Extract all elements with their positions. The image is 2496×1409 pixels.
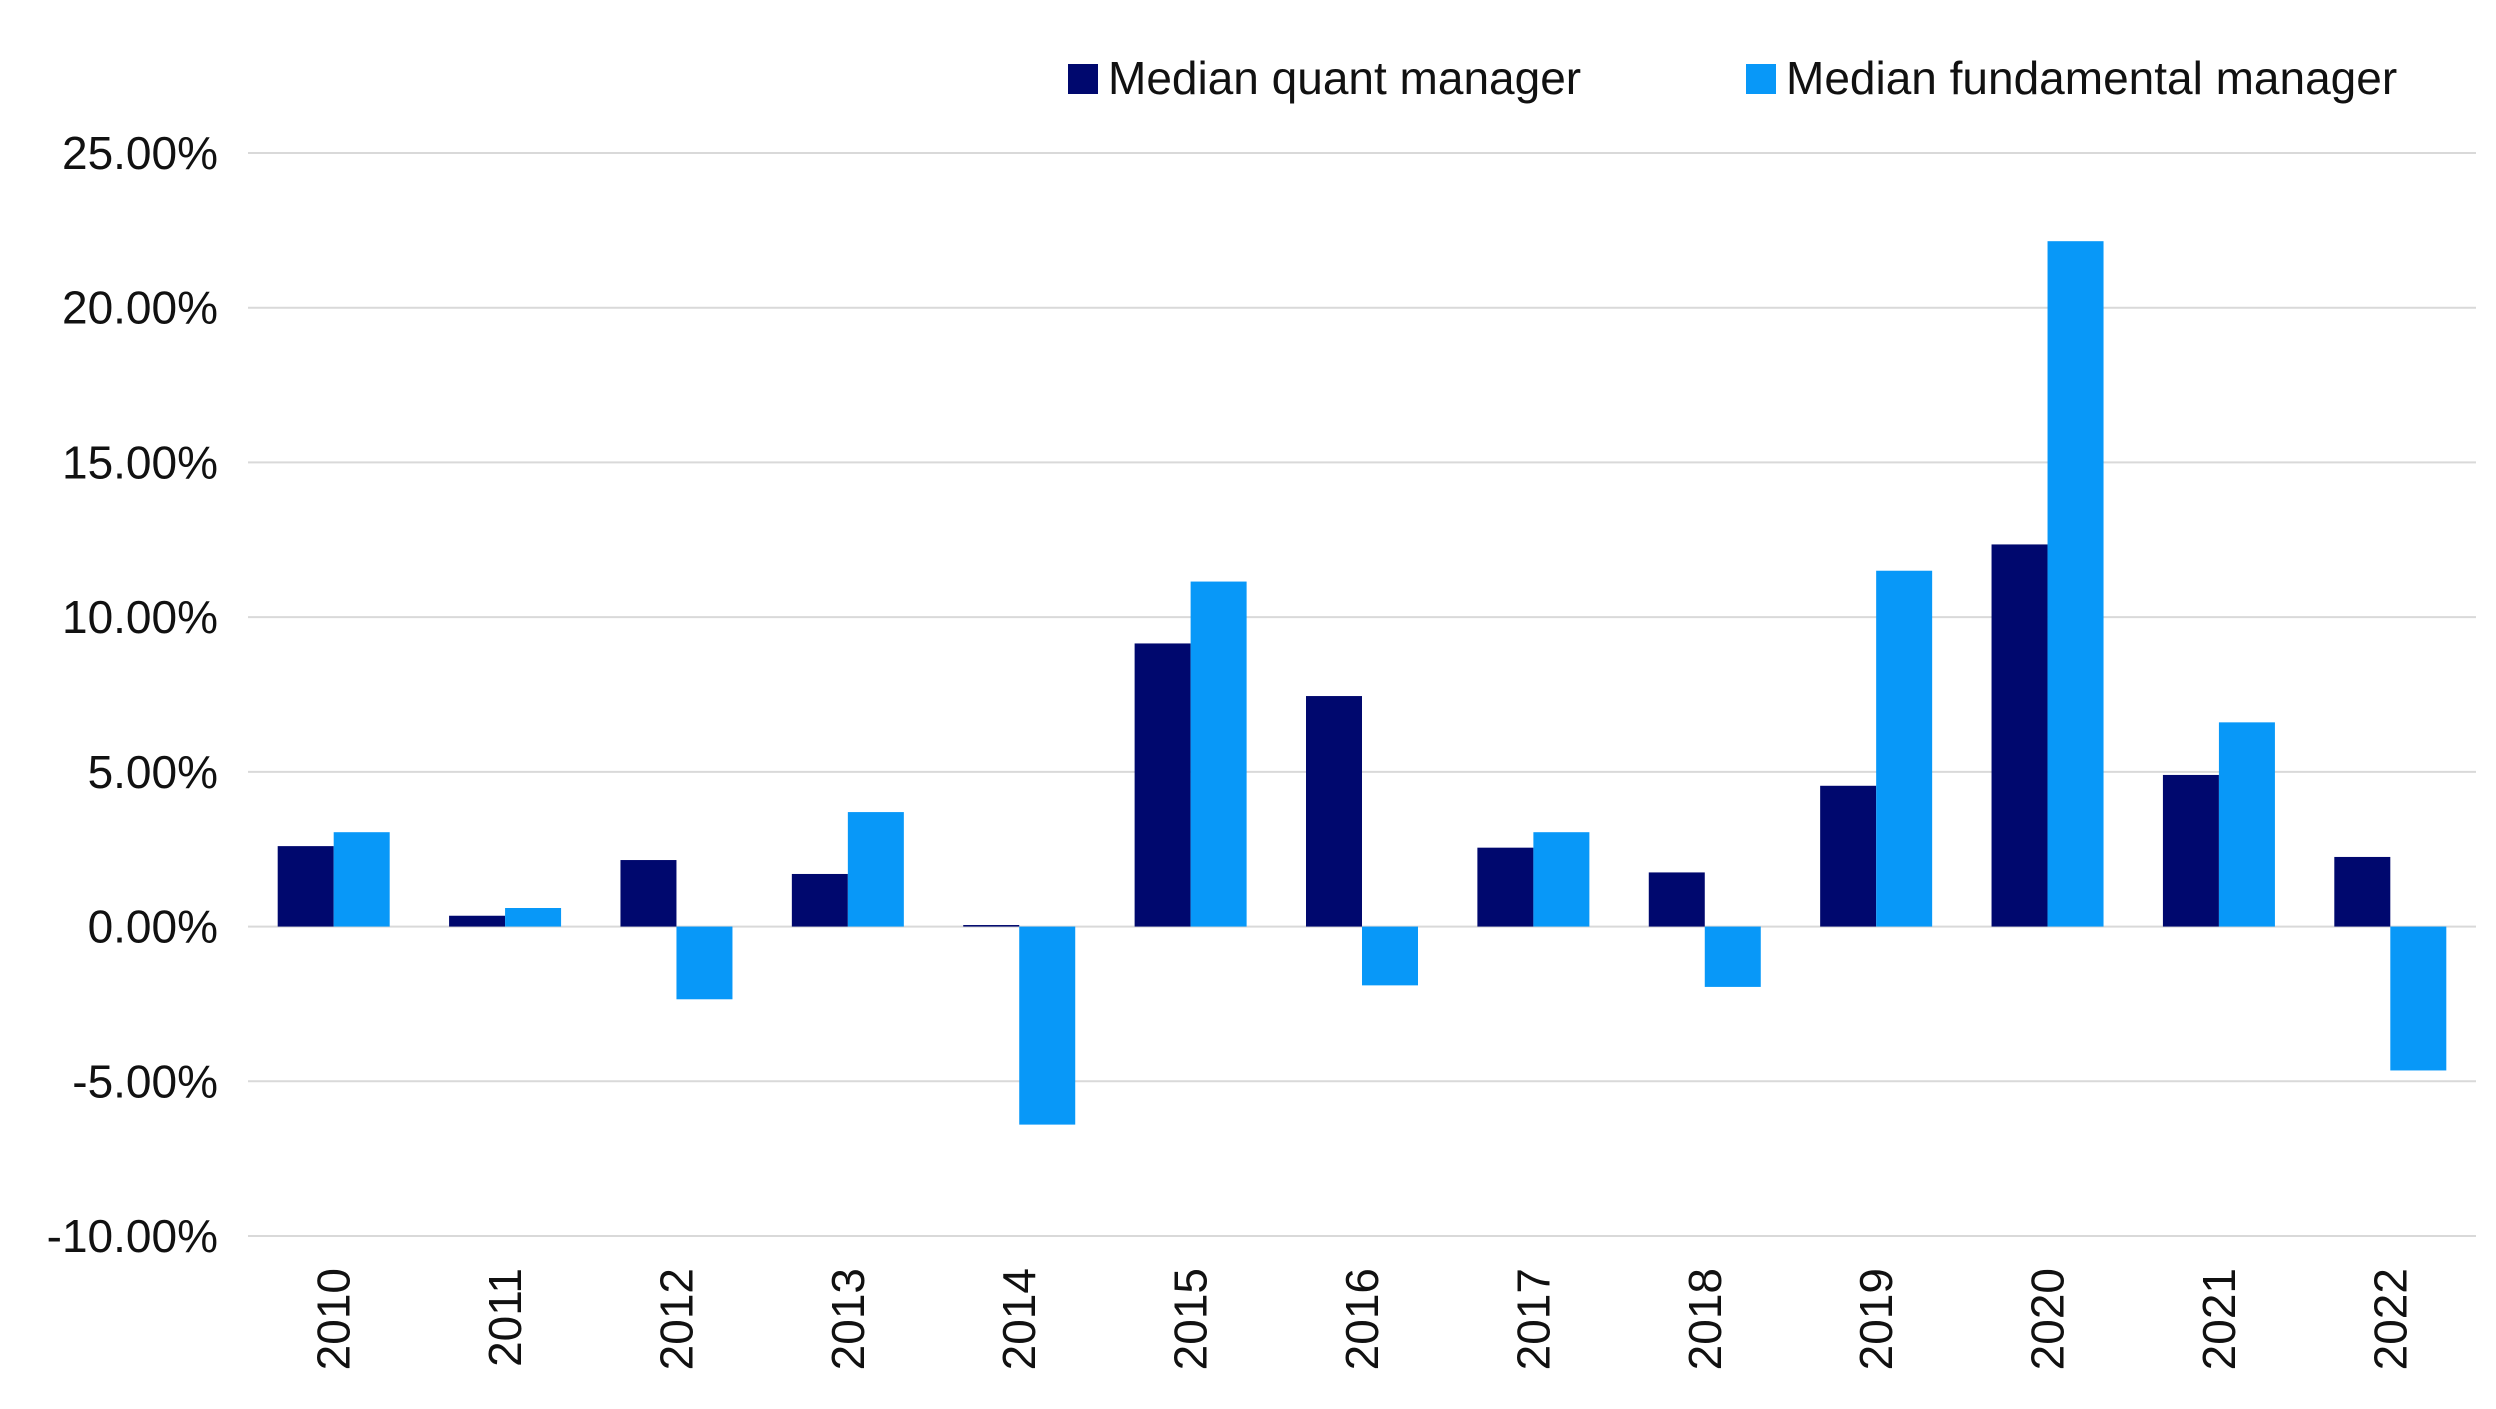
x-tick-label: 2019 (1850, 1268, 1902, 1370)
bar-quant-2012 (620, 860, 677, 927)
x-tick-label: 2021 (2193, 1268, 2245, 1370)
legend-label-fundamental: Median fundamental manager (1786, 52, 2397, 104)
y-tick-label: 10.00% (62, 591, 218, 643)
bar-quant-2016 (1306, 696, 1362, 927)
legend-swatch-quant (1068, 64, 1098, 94)
legend: Median quant manager Median fundamental m… (1068, 52, 2397, 104)
bar-quant-2010 (277, 846, 334, 927)
bar-quant-2021 (2162, 774, 2219, 927)
bar-fundamental-2014 (1019, 926, 1076, 1125)
bar-fundamental-2017 (1533, 832, 1590, 927)
legend-swatch-fundamental (1746, 64, 1776, 94)
bar-fundamental-2010 (333, 832, 390, 927)
x-tick-label: 2018 (1679, 1268, 1731, 1370)
y-tick-label: -5.00% (72, 1055, 218, 1107)
x-tick-label: 2011 (479, 1268, 531, 1367)
bar-quant-2013 (791, 873, 848, 927)
x-tick-label: 2022 (2364, 1268, 2416, 1370)
bar-quant-2019 (1820, 785, 1877, 927)
bar-quant-2011 (449, 915, 506, 927)
bar-fundamental-2013 (847, 812, 904, 927)
bar-fundamental-2018 (1704, 926, 1761, 987)
bar-fundamental-2011 (505, 908, 562, 927)
x-tick-label: 2013 (822, 1268, 874, 1370)
y-tick-label: 20.00% (62, 282, 218, 334)
bar-quant-2020 (1991, 544, 2048, 927)
x-tick-label: 2017 (1507, 1268, 1559, 1370)
y-tick-label: -10.00% (47, 1210, 218, 1262)
y-tick-label: 5.00% (88, 746, 218, 798)
legend-label-quant: Median quant manager (1108, 52, 1581, 104)
bar-fundamental-2022 (2390, 926, 2447, 1071)
bar-fundamental-2021 (2218, 722, 2275, 927)
bar-quant-2015 (1134, 643, 1191, 927)
x-tick-label: 2014 (993, 1268, 1045, 1370)
bar-fundamental-2016 (1362, 926, 1418, 986)
bar-fundamental-2015 (1190, 581, 1247, 927)
bar-fundamental-2020 (2047, 241, 2104, 927)
x-tick-label: 2012 (650, 1268, 702, 1370)
y-tick-label: 25.00% (62, 127, 218, 179)
x-tick-label: 2020 (2022, 1268, 2074, 1370)
bar-quant-2018 (1648, 872, 1705, 927)
bar-fundamental-2019 (1876, 570, 1933, 927)
bar-quant-2022 (2334, 856, 2391, 927)
bar-quant-2017 (1477, 847, 1534, 927)
bar-quant-2014 (963, 925, 1020, 927)
y-tick-label: 15.00% (62, 436, 218, 488)
x-axis-tick-labels: 2010 2011 2012 2013 2014 2015 2016 2017 2018 2019… (308, 1268, 2417, 1370)
bar-fundamental-2012 (676, 926, 733, 1000)
x-tick-label: 2015 (1165, 1268, 1217, 1370)
x-tick-label: 2016 (1336, 1268, 1388, 1370)
gridlines (248, 152, 2476, 1237)
y-axis-tick-labels: 25.00% 20.00% 15.00% 10.00% 5.00% 0.00% -5.00%… (47, 127, 218, 1262)
x-tick-label: 2010 (308, 1268, 360, 1370)
bars (277, 241, 2447, 1125)
y-tick-label: 0.00% (88, 901, 218, 953)
